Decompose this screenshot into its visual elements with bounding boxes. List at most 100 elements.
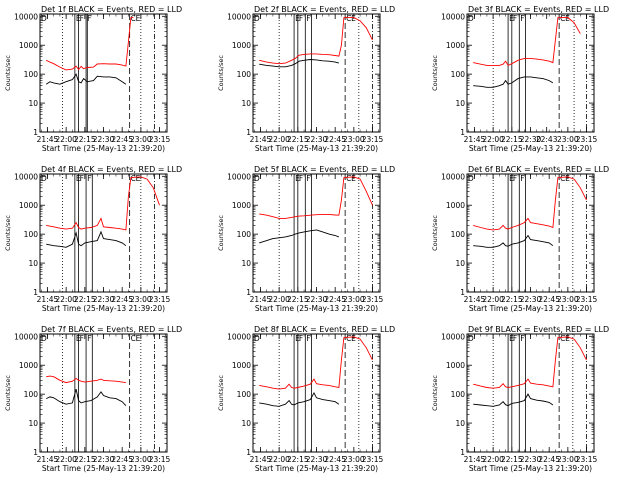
- y-tick-label: 100: [237, 390, 252, 399]
- x-tick-label: 23:15: [362, 135, 384, 144]
- y-tick-label: 10: [241, 99, 251, 108]
- x-tick-label: 23:00: [130, 135, 152, 144]
- x-tick-label: 22:00: [482, 135, 504, 144]
- panel-title: Det 3f BLACK = Events, RED = LLD: [468, 5, 609, 14]
- plot-frame: [39, 173, 168, 293]
- y-tick-label: 1000: [232, 361, 251, 370]
- series-events: [46, 388, 127, 407]
- x-tick-label: 22:00: [482, 295, 504, 304]
- x-tick-label: 22:15: [501, 455, 523, 464]
- plot-frame: [252, 13, 381, 133]
- x-tick-label: 23:00: [343, 295, 365, 304]
- series-events: [45, 73, 127, 85]
- marker-label: F: [87, 174, 91, 183]
- x-tick-label: 22:15: [287, 455, 309, 464]
- y-tick-label: 10: [455, 259, 465, 268]
- y-tick-label: 1000: [232, 41, 251, 50]
- panel-4: Det 4f BLACK = Events, RED = LLD 1 10 100 10…: [4, 165, 182, 313]
- y-tick-label: 10: [455, 99, 465, 108]
- x-tick-label: 22:15: [287, 295, 309, 304]
- y-tick-label: 1: [33, 128, 38, 137]
- y-tick-label: 1: [246, 288, 251, 297]
- x-tick-label: 22:30: [93, 455, 115, 464]
- y-tick-label: 10: [28, 419, 38, 428]
- y-axis-label: Counts/sec: [431, 55, 439, 91]
- marker-label: F: [513, 174, 517, 183]
- x-tick-label: 23:00: [557, 455, 579, 464]
- series-lld: [473, 176, 587, 231]
- marker-label: F: [87, 14, 91, 23]
- x-tick-label: 21:45: [250, 135, 272, 144]
- x-axis-label: Start Time (25-May-13 21:39:20): [255, 304, 378, 313]
- x-tick-label: 23:15: [149, 455, 171, 464]
- marker-label: C: [131, 14, 136, 23]
- x-tick-label: 23:00: [130, 295, 152, 304]
- x-tick-label: 22:30: [306, 295, 328, 304]
- marker-label: F: [80, 334, 84, 343]
- y-tick-label: 10: [28, 259, 38, 268]
- x-tick-label: 22:45: [111, 455, 133, 464]
- marker-label: C: [560, 14, 565, 23]
- marker-label: D: [468, 174, 474, 183]
- y-tick-label: 10000: [227, 332, 251, 341]
- panel-3: Det 3f BLACK = Events, RED = LLD 1 10 100 10…: [431, 5, 609, 153]
- x-tick-label: 22:00: [482, 455, 504, 464]
- marker-label: E: [76, 334, 81, 343]
- plot-frame: [252, 173, 381, 293]
- x-tick-label: 22:15: [501, 295, 523, 304]
- y-tick-label: 10000: [14, 332, 38, 341]
- marker-label: F: [306, 14, 310, 23]
- panel-title: Det 5f BLACK = Events, RED = LLD: [254, 165, 395, 174]
- panel-7: Det 7f BLACK = Events, RED = LLD 1 10 100 10…: [4, 325, 182, 473]
- series-lld: [259, 176, 373, 219]
- y-tick-label: 1000: [19, 361, 38, 370]
- y-tick-label: 1: [246, 128, 251, 137]
- marker-label: D: [254, 14, 260, 23]
- series-events: [259, 59, 340, 68]
- x-tick-label: 22:45: [324, 455, 346, 464]
- marker-label: F: [299, 14, 303, 23]
- x-tick-label: 23:15: [576, 135, 598, 144]
- marker-label: E: [351, 334, 356, 343]
- y-tick-label: 1: [460, 448, 465, 457]
- y-tick-label: 10000: [14, 12, 38, 21]
- x-tick-label: 22:00: [268, 455, 290, 464]
- y-axis-label: Counts/sec: [217, 375, 225, 411]
- plot-frame: [466, 13, 595, 133]
- x-tick-label: 23:15: [576, 455, 598, 464]
- marker-label: D: [468, 334, 474, 343]
- x-tick-label: 22:45: [324, 135, 346, 144]
- panel-title: Det 7f BLACK = Events, RED = LLD: [41, 325, 182, 334]
- series-events: [473, 393, 554, 407]
- y-tick-label: 10: [241, 259, 251, 268]
- marker-label: E: [565, 334, 570, 343]
- y-tick-label: 1000: [19, 41, 38, 50]
- x-axis-label: Start Time (25-May-13 21:39:20): [255, 464, 378, 473]
- x-tick-label: 23:15: [576, 295, 598, 304]
- x-tick-label: 22:45: [538, 295, 560, 304]
- y-tick-label: 100: [237, 230, 252, 239]
- marker-label: C: [131, 334, 136, 343]
- x-tick-label: 22:00: [55, 455, 77, 464]
- marker-label: E: [136, 174, 141, 183]
- panel-8: Det 8f BLACK = Events, RED = LLD 1 10 100 10…: [217, 325, 395, 473]
- series-lld: [473, 17, 581, 66]
- y-axis-label: Counts/sec: [4, 215, 12, 251]
- series-events: [473, 76, 554, 88]
- marker-label: E: [295, 14, 300, 23]
- y-axis-label: Counts/sec: [217, 215, 225, 251]
- marker-label: C: [131, 174, 136, 183]
- marker-label: F: [513, 334, 517, 343]
- y-tick-label: 100: [451, 70, 466, 79]
- series-lld: [46, 17, 134, 71]
- marker-label: C: [560, 334, 565, 343]
- panel-title: Det 9f BLACK = Events, RED = LLD: [468, 325, 609, 334]
- x-tick-label: 22:45: [538, 455, 560, 464]
- series-events: [259, 229, 340, 244]
- marker-label: E: [295, 174, 300, 183]
- x-tick-label: 23:15: [362, 455, 384, 464]
- panel-5: Det 5f BLACK = Events, RED = LLD 1 10 100 10…: [217, 165, 395, 313]
- series-lld: [259, 17, 373, 65]
- marker-label: E: [509, 174, 514, 183]
